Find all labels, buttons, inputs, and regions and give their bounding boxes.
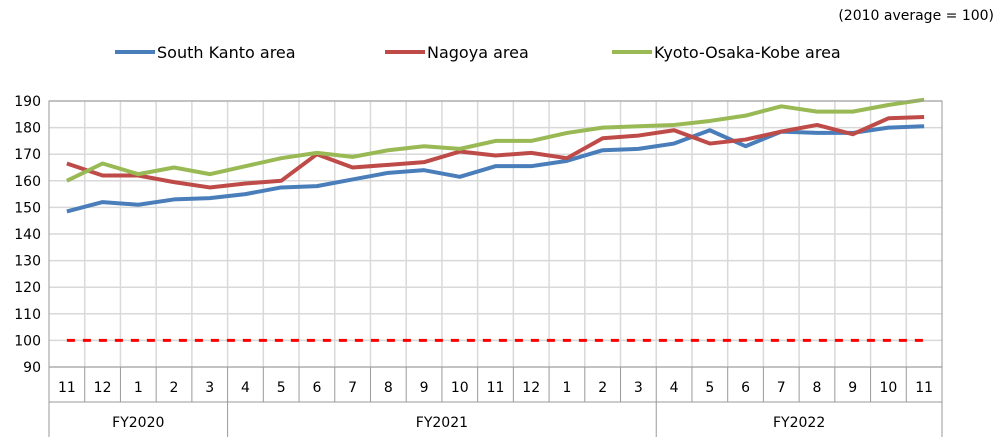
- y-tick-label: 100: [14, 333, 41, 349]
- y-tick-label: 160: [14, 174, 41, 190]
- plot-border: [48, 100, 943, 368]
- legend-label: Nagoya area: [427, 43, 529, 62]
- x-tick-label: 1: [562, 380, 571, 396]
- y-tick-label: 90: [23, 360, 41, 376]
- y-tick-label: 130: [14, 254, 41, 270]
- series-line-2: [65, 97, 925, 183]
- x-tick-label: 10: [880, 380, 898, 396]
- legend: South Kanto area Nagoya area Kyoto-Osaka-K…: [115, 43, 841, 62]
- group-label: FY2022: [773, 415, 825, 431]
- x-tick-label: 3: [205, 380, 214, 396]
- x-tick-label: 5: [705, 380, 714, 396]
- y-tick-label: 190: [14, 94, 41, 110]
- x-tick-label: 11: [487, 380, 505, 396]
- x-tick-label: 4: [670, 380, 679, 396]
- x-tick-label: 11: [915, 380, 933, 396]
- x-tick-label: 12: [94, 380, 112, 396]
- y-tick-label: 170: [14, 147, 41, 163]
- y-tick-label: 120: [14, 280, 41, 296]
- x-tick-label: 1: [134, 380, 143, 396]
- x-tick-label: 4: [241, 380, 250, 396]
- y-tick-label: 110: [14, 307, 41, 323]
- x-tick-label: 9: [848, 380, 857, 396]
- x-tick-label: 9: [420, 380, 429, 396]
- x-tick-label: 3: [634, 380, 643, 396]
- x-tick-label: 2: [598, 380, 607, 396]
- chart-note: (2010 average = 100): [838, 8, 994, 24]
- x-tick-label: 6: [741, 380, 750, 396]
- x-tick-label: 11: [58, 380, 76, 396]
- x-tick-label: 2: [170, 380, 179, 396]
- group-label: FY2020: [112, 415, 164, 431]
- x-tick-label: 7: [777, 380, 786, 396]
- x-tick-label: 8: [813, 380, 822, 396]
- x-tick-label: 10: [451, 380, 469, 396]
- legend-label: South Kanto area: [157, 43, 296, 62]
- y-tick-label: 150: [14, 200, 41, 216]
- x-tick-label: 7: [348, 380, 357, 396]
- y-tick-label: 180: [14, 121, 41, 137]
- x-tick-label: 5: [277, 380, 286, 396]
- x-tick-label: 12: [522, 380, 540, 396]
- y-tick-label: 140: [14, 227, 41, 243]
- group-label: FY2021: [416, 415, 468, 431]
- x-tick-label: 6: [312, 380, 321, 396]
- series-lines: [65, 97, 925, 342]
- legend-label: Kyoto-Osaka-Kobe area: [654, 43, 841, 62]
- x-tick-label: 8: [384, 380, 393, 396]
